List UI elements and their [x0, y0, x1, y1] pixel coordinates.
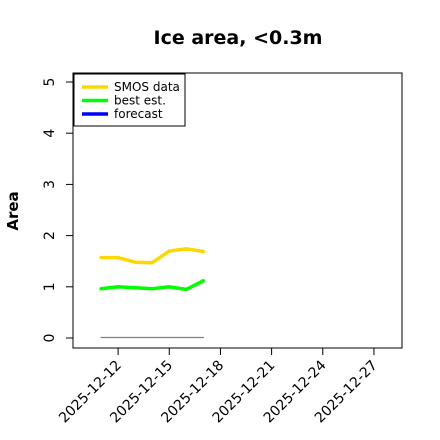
- y-tick-label: 3: [42, 180, 58, 189]
- legend-label: SMOS data: [114, 80, 180, 94]
- series-layer: [99, 247, 206, 339]
- chart-title: Ice area, <0.3m: [154, 27, 323, 49]
- y-axis: 0 1 2 3 4 5: [42, 78, 74, 343]
- best-est-series-line: [99, 278, 206, 292]
- smos-data-series-line: [99, 247, 206, 265]
- y-tick-label: 0: [42, 334, 58, 343]
- y-tick-label: 1: [42, 282, 58, 291]
- legend-label: best est.: [114, 94, 166, 108]
- legend-label: forecast: [114, 107, 163, 121]
- y-tick-label: 4: [42, 129, 58, 138]
- x-axis: 2025-12-122025-12-152025-12-182025-12-21…: [56, 347, 381, 426]
- y-tick-label: 5: [42, 78, 58, 87]
- y-axis-label: Area: [4, 191, 22, 230]
- y-tick-label: 2: [42, 231, 58, 240]
